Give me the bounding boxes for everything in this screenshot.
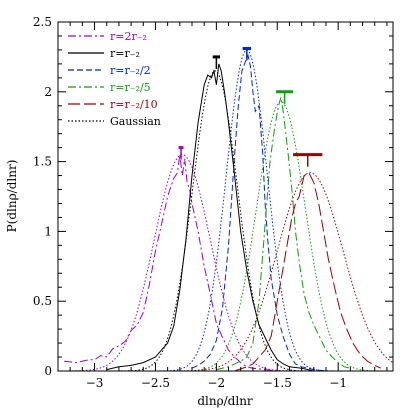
series-line (106, 63, 314, 371)
gaussian-fit-line (58, 101, 393, 371)
series-line (234, 172, 382, 371)
y-tick-label: 2.5 (33, 15, 52, 29)
series-line (64, 154, 278, 371)
legend-label: r=r₋₂ (110, 47, 140, 60)
y-tick-label: 0.5 (33, 294, 52, 308)
y-axis-label: P(dlnρ/dlnr) (5, 160, 19, 233)
legend: r=2r₋₂ r=r₋₂ r=r₋₂/2 r=r₋₂/5 r=r₋₂/10 Gaussia… (68, 30, 161, 128)
legend-label: r=2r₋₂ (110, 30, 147, 43)
x-axis-label: dlnρ/dlnr (197, 394, 253, 408)
x-tick-label: −3 (86, 376, 104, 390)
series-line (216, 97, 351, 371)
legend-label: r=r₋₂/10 (110, 98, 158, 111)
gaussian-fit-line (58, 172, 393, 371)
x-tick-label: −2.5 (141, 376, 170, 390)
tick-layer: −3 −2.5 −2 −1.5 −1 0 0.5 1 1.5 2 2.5 (33, 15, 393, 390)
y-tick-label: 0 (44, 364, 52, 378)
plot-frame (57, 21, 394, 372)
series-line (191, 53, 327, 371)
gaussian-fit-line (58, 154, 393, 371)
x-tick-label: −2 (208, 376, 226, 390)
gaussian-fit-line (58, 70, 393, 371)
x-tick-label: −1.5 (263, 376, 292, 390)
errorbar-layer (178, 47, 323, 167)
legend-label: Gaussian (110, 115, 161, 128)
legend-label: r=r₋₂/5 (110, 81, 151, 94)
x-tick-label: −1 (329, 376, 347, 390)
series-layer (58, 49, 393, 371)
legend-label: r=r₋₂/2 (110, 64, 151, 77)
y-tick-label: 1.5 (33, 155, 52, 169)
y-tick-label: 2 (44, 85, 52, 99)
y-tick-label: 1 (44, 224, 52, 238)
